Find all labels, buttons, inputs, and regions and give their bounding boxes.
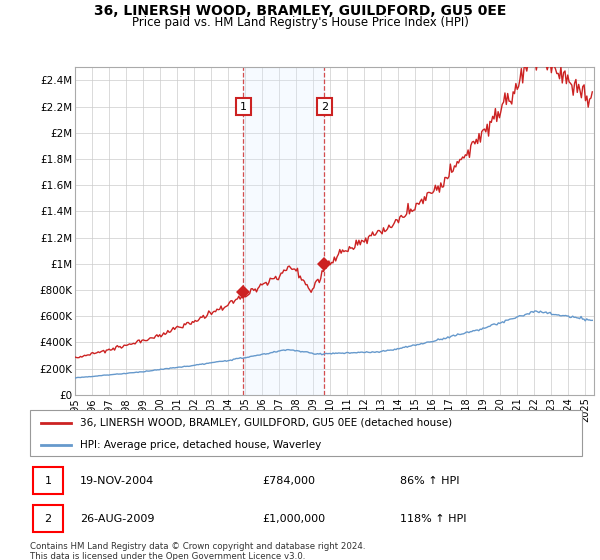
Text: 36, LINERSH WOOD, BRAMLEY, GUILDFORD, GU5 0EE: 36, LINERSH WOOD, BRAMLEY, GUILDFORD, GU… (94, 4, 506, 18)
Text: 86% ↑ HPI: 86% ↑ HPI (400, 476, 460, 486)
Text: 26-AUG-2009: 26-AUG-2009 (80, 514, 154, 524)
Text: £784,000: £784,000 (262, 476, 315, 486)
Text: 2: 2 (321, 101, 328, 111)
Text: Contains HM Land Registry data © Crown copyright and database right 2024.
This d: Contains HM Land Registry data © Crown c… (30, 542, 365, 560)
Text: 36, LINERSH WOOD, BRAMLEY, GUILDFORD, GU5 0EE (detached house): 36, LINERSH WOOD, BRAMLEY, GUILDFORD, GU… (80, 418, 452, 428)
Text: 19-NOV-2004: 19-NOV-2004 (80, 476, 154, 486)
Text: 1: 1 (44, 476, 52, 486)
Text: 1: 1 (240, 101, 247, 111)
Text: HPI: Average price, detached house, Waverley: HPI: Average price, detached house, Wave… (80, 440, 321, 450)
Bar (33, 468, 63, 494)
Bar (33, 505, 63, 532)
Text: Price paid vs. HM Land Registry's House Price Index (HPI): Price paid vs. HM Land Registry's House … (131, 16, 469, 29)
Text: 2: 2 (44, 514, 52, 524)
Text: £1,000,000: £1,000,000 (262, 514, 325, 524)
Text: 118% ↑ HPI: 118% ↑ HPI (400, 514, 466, 524)
Bar (243, 67, 324, 395)
